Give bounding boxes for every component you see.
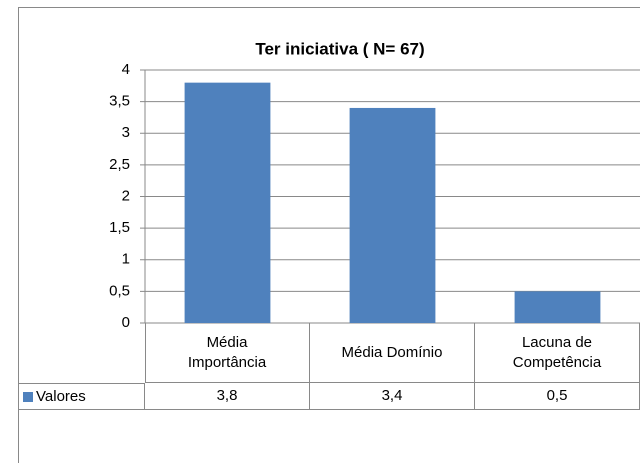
value-cell: 3,8 xyxy=(145,383,310,410)
y-tick-label: 1 xyxy=(122,251,130,268)
y-tick-label: 4 xyxy=(122,61,130,78)
category-cell: Média Domínio xyxy=(310,323,475,383)
y-tick-label: 1,5 xyxy=(109,219,130,236)
y-tick-label: 2,5 xyxy=(109,156,130,173)
legend-swatch xyxy=(23,391,33,402)
y-tick-label: 2 xyxy=(122,187,130,204)
y-tick-label: 3,5 xyxy=(109,93,130,110)
category-cell: Lacuna de Competência xyxy=(475,323,640,383)
category-cell: Média Importância xyxy=(145,323,310,383)
bar xyxy=(184,82,271,324)
value-cell: 3,4 xyxy=(310,383,475,410)
legend-label: Valores xyxy=(36,387,86,405)
bar xyxy=(514,291,601,323)
y-tick-label: 0 xyxy=(122,314,130,331)
bar xyxy=(349,107,436,323)
value-cell: 0,5 xyxy=(475,383,640,410)
y-tick-label: 3 xyxy=(122,124,130,141)
chart-title: Ter iniciativa ( N= 67) xyxy=(255,39,424,58)
chart-frame xyxy=(18,7,640,463)
y-tick-label: 0,5 xyxy=(109,282,130,299)
legend-cell: Valores xyxy=(18,383,145,410)
